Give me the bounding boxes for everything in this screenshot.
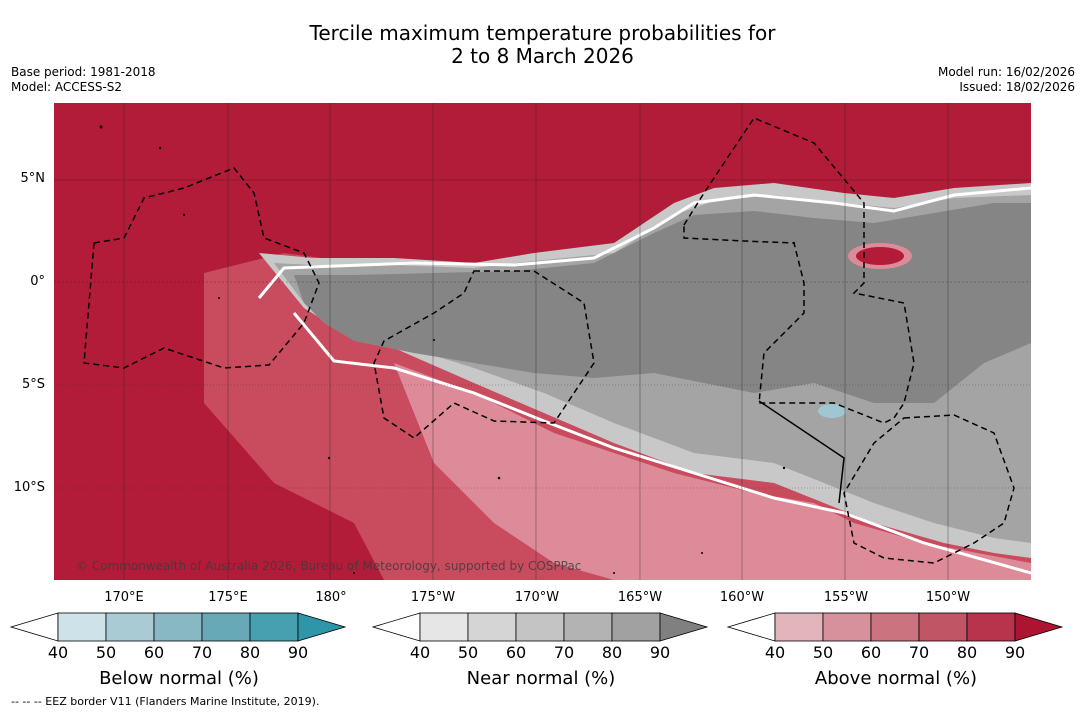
lat-label: 10°S [13, 480, 45, 495]
eez-borders [83, 117, 1015, 564]
copyright-notice: © Commonwealth of Australia 2026, Bureau… [76, 559, 581, 573]
above-normal-spot-core [856, 247, 904, 265]
below-colorbar-segment [249, 612, 299, 642]
near-colorbar-segment [467, 612, 517, 642]
map-title-line1: Tercile maximum temperature probabilitie… [309, 21, 776, 45]
colorbar-tick-label: 80 [601, 643, 623, 662]
above-normal-light-band [394, 363, 1031, 580]
tercile-boundary-north [257, 186, 1031, 299]
graticule [54, 103, 1031, 580]
near-colorbar-high-extend [659, 612, 709, 642]
map-title-line2: 2 to 8 March 2026 [451, 44, 634, 68]
near-normal-colorbar [372, 612, 709, 642]
colorbar-tick-label: 50 [457, 643, 479, 662]
above-normal-title: Above normal (%) [814, 668, 978, 689]
island-markers [99, 125, 796, 574]
above-colorbar-segment [870, 612, 920, 642]
lon-label: 170°W [514, 590, 560, 605]
above-colorbar-segment [966, 612, 1016, 642]
lon-label: 175°E [208, 590, 248, 605]
tercile-boundary-south [292, 312, 1031, 575]
lat-label: 5°N [20, 171, 46, 186]
below-normal-title: Below normal (%) [99, 668, 259, 689]
base-period: Base period: 1981-2018 [11, 65, 156, 79]
above-normal-colorbar [727, 612, 1064, 642]
near-colorbar-low-extend [372, 612, 421, 642]
below-colorbar-segment [57, 612, 107, 642]
colorbar-tick-label: 70 [553, 643, 575, 662]
below-normal-spot [818, 404, 846, 418]
issued-date: Issued: 18/02/2026 [959, 80, 1075, 94]
below-colorbar-high-extend [297, 612, 347, 642]
near-colorbar-segment [419, 612, 469, 642]
lon-label: 150°W [925, 590, 971, 605]
colorbar-tick-label: 60 [860, 643, 882, 662]
lon-label: 180° [315, 590, 347, 605]
colorbar-tick-label: 90 [649, 643, 671, 662]
lat-label: 0° [30, 274, 45, 289]
near-normal-dark-core [294, 203, 1031, 403]
below-colorbar-low-extend [10, 612, 59, 642]
eez-solid-border [758, 400, 845, 504]
above-colorbar-segment [822, 612, 872, 642]
colorbar-tick-label: 40 [47, 643, 69, 662]
near-colorbar-segment [515, 612, 565, 642]
colorbar-tick-label: 60 [505, 643, 527, 662]
model-name: Model: ACCESS-S2 [11, 80, 123, 94]
colorbar-tick-label: 90 [287, 643, 309, 662]
colorbar-tick-label: 90 [1004, 643, 1026, 662]
lon-label: 160°W [719, 590, 765, 605]
below-colorbar-segment [105, 612, 155, 642]
above-colorbar-segment [774, 612, 824, 642]
below-colorbar-segment [201, 612, 251, 642]
lon-label: 155°W [823, 590, 869, 605]
colorbar-tick-label: 60 [143, 643, 165, 662]
eez-legend-note: -- -- -- EEZ border V11 (Flanders Marine… [11, 695, 320, 708]
below-colorbar-segment [153, 612, 203, 642]
near-colorbar-segment [563, 612, 613, 642]
above-colorbar-low-extend [727, 612, 776, 642]
lon-label: 170°E [104, 590, 144, 605]
colorbar-tick-label: 70 [191, 643, 213, 662]
lon-label: 175°W [410, 590, 456, 605]
below-normal-colorbar [10, 612, 347, 642]
colorbar-tick-label: 80 [956, 643, 978, 662]
colorbar-tick-label: 50 [95, 643, 117, 662]
lat-label: 5°S [21, 377, 45, 392]
near-normal-title: Near normal (%) [466, 668, 616, 689]
near-colorbar-segment [611, 612, 661, 642]
model-run: Model run: 16/02/2026 [937, 65, 1075, 79]
above-colorbar-high-extend [1014, 612, 1064, 642]
lon-label: 165°W [617, 590, 663, 605]
colorbar-tick-label: 40 [409, 643, 431, 662]
above-colorbar-segment [918, 612, 968, 642]
colorbar-tick-label: 40 [764, 643, 786, 662]
colorbar-tick-label: 70 [908, 643, 930, 662]
colorbar-tick-label: 50 [812, 643, 834, 662]
probability-map: © Commonwealth of Australia 2026, Bureau… [54, 103, 1031, 580]
colorbar-tick-label: 80 [239, 643, 261, 662]
